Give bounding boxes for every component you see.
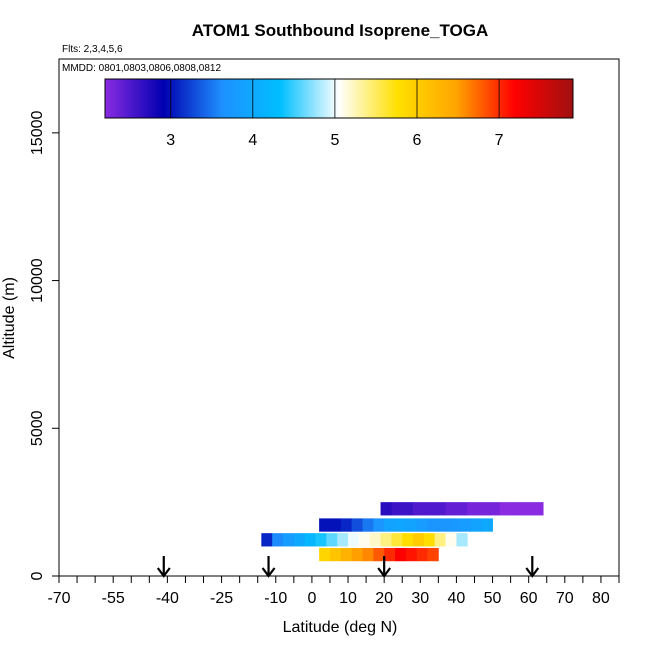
- heatmap-cell: [532, 502, 544, 516]
- heatmap-cell: [449, 518, 461, 532]
- heatmap-cell: [391, 502, 403, 516]
- heatmap-cell: [510, 502, 522, 516]
- x-axis: -70 -55 -40 -25 -10 0 10 20 30 40 50 60 70 80: [47, 576, 620, 607]
- y-axis: 0 5000 10000 15000: [29, 111, 59, 580]
- heatmap-cell: [423, 533, 436, 547]
- heatmap-cell: [416, 547, 428, 562]
- colorbar-tick-label: 6: [413, 132, 422, 149]
- heatmap-cell: [434, 533, 446, 547]
- heatmap-cell: [405, 547, 418, 562]
- heatmap-cell: [402, 533, 414, 547]
- heatmap-cell: [434, 502, 446, 516]
- heatmap-cell: [283, 533, 295, 547]
- x-tick-label: 40: [448, 590, 466, 607]
- x-tick-label: 60: [520, 590, 538, 607]
- x-tick-label: 80: [592, 590, 610, 607]
- heatmap-cell: [438, 518, 450, 532]
- heatmap-cell: [272, 533, 284, 547]
- chart-title: ATOM1 Southbound Isoprene_TOGA: [192, 21, 489, 40]
- heatmap-cell: [373, 518, 385, 532]
- x-tick-label: 70: [556, 590, 574, 607]
- heatmap-cell: [395, 518, 407, 532]
- heatmap-cell: [348, 533, 360, 547]
- x-tick-label: -55: [102, 590, 125, 607]
- heatmap-cell: [521, 502, 533, 516]
- colorbar-gradient: [104, 78, 574, 119]
- heatmap-cell: [340, 547, 353, 562]
- heatmap-cell: [351, 518, 363, 532]
- heatmap-cell: [467, 502, 479, 516]
- heatmap-cell: [402, 502, 414, 516]
- colorbar: 3 4 5 6 7: [104, 78, 574, 149]
- y-axis-label: Altitude (m): [1, 277, 18, 359]
- x-tick-label: -40: [156, 590, 179, 607]
- x-tick-label: 30: [411, 590, 429, 607]
- x-tick-label: -10: [264, 590, 287, 607]
- heatmap-cell: [456, 533, 468, 547]
- colorbar-tick-label: 7: [495, 132, 504, 149]
- heatmap-cell: [337, 533, 349, 547]
- colorbar-tick-label: 5: [330, 132, 339, 149]
- heatmap-cell: [340, 518, 353, 532]
- heatmap-cell: [413, 502, 425, 516]
- heatmap-cell: [488, 502, 501, 516]
- heatmap-cell: [413, 533, 425, 547]
- heatmap-cell: [445, 533, 457, 547]
- heatmap-cell: [362, 518, 374, 532]
- heatmap-cell: [427, 518, 439, 532]
- heatmap-cell: [478, 502, 490, 516]
- heatmap-cells: [261, 502, 544, 562]
- x-tick-label: 50: [484, 590, 502, 607]
- heatmap-cell: [293, 533, 306, 547]
- heatmap-cell: [499, 502, 512, 516]
- heatmap-cell: [329, 547, 342, 562]
- heatmap-cell: [470, 518, 483, 532]
- heatmap-cell: [358, 533, 371, 547]
- heatmap-cell: [391, 533, 403, 547]
- heatmap-cell: [319, 547, 331, 562]
- heatmap-cell: [362, 547, 374, 562]
- heatmap-cell: [261, 533, 273, 547]
- heatmap-cell: [427, 547, 439, 562]
- heatmap-cell: [416, 518, 428, 532]
- heatmap-cell: [445, 502, 457, 516]
- y-tick-label: 0: [29, 571, 46, 580]
- heatmap-cell: [319, 518, 331, 532]
- heatmap-cell: [380, 533, 392, 547]
- heatmap-cell: [395, 547, 407, 562]
- dates-subtitle: MMDD: 0801,0803,0806,0808,0812: [62, 63, 221, 74]
- heatmap-cell: [380, 502, 392, 516]
- x-tick-label: -25: [210, 590, 233, 607]
- heatmap-cell: [304, 533, 316, 547]
- heatmap-cell: [405, 518, 418, 532]
- latitude-arrow: [525, 556, 540, 578]
- heatmap-cell: [384, 547, 396, 562]
- x-axis-label: Latitude (deg N): [283, 619, 398, 636]
- colorbar-tick-label: 4: [248, 132, 257, 149]
- y-tick-label: 5000: [29, 410, 46, 446]
- heatmap-cell: [326, 533, 338, 547]
- heatmap-cell: [369, 533, 381, 547]
- latitude-arrow: [156, 556, 171, 578]
- y-tick-label: 10000: [29, 258, 46, 303]
- colorbar-tick-label: 3: [166, 132, 175, 149]
- latitude-arrow: [261, 556, 276, 578]
- heatmap-cell: [384, 518, 396, 532]
- heatmap-cell: [373, 547, 385, 562]
- x-tick-label: 10: [339, 590, 357, 607]
- x-tick-label: -70: [47, 590, 70, 607]
- y-tick-label: 15000: [29, 111, 46, 156]
- plot-frame: [58, 58, 620, 577]
- heatmap-cell: [456, 502, 468, 516]
- flights-subtitle: Flts: 2,3,4,5,6: [62, 44, 123, 55]
- heatmap-cell: [315, 533, 327, 547]
- heatmap-cell: [351, 547, 363, 562]
- heatmap-cell: [423, 502, 436, 516]
- x-tick-label: 0: [307, 590, 316, 607]
- x-tick-label: 20: [375, 590, 393, 607]
- heatmap-cell: [481, 518, 493, 532]
- heatmap-cell: [329, 518, 342, 532]
- heatmap-cell: [460, 518, 472, 532]
